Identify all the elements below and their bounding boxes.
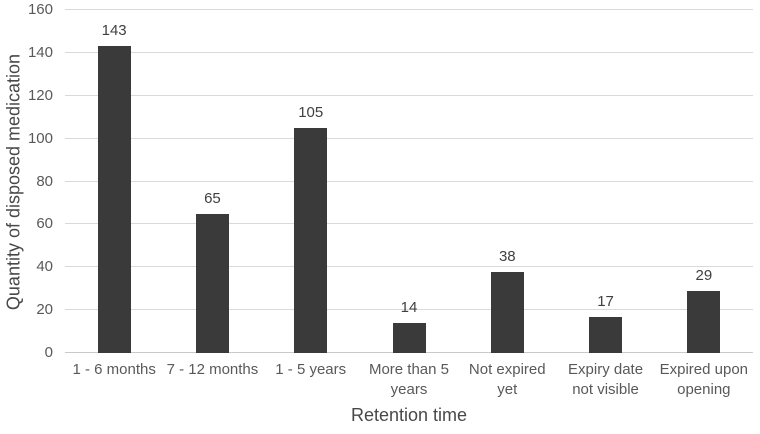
x-category-label: Not expired yet [468,361,546,398]
y-tick-label: 140 [27,43,53,61]
y-tick-label: 40 [36,258,53,276]
bar [97,46,131,353]
plot-area: 143 65 105 14 38 17 29 [65,9,753,353]
x-axis-title: Retention time [350,405,468,425]
bar-value-label: 14 [400,299,418,316]
bar-value-label: 17 [597,292,614,310]
bar [687,290,721,353]
bar [294,127,328,353]
x-category-label: 7 - 12 months [166,361,259,378]
bar-value-label: 143 [101,22,127,40]
y-tick-label: 160 [27,1,53,18]
gridline [65,266,753,268]
gridline [65,309,753,311]
gridline [65,180,753,182]
x-category-label: Expired upon opening [659,361,749,398]
y-tick-label: 120 [27,86,53,104]
y-tick-label: 20 [36,301,53,319]
gridline [65,94,753,96]
bar-value-label: 105 [298,103,324,121]
y-tick-label: 100 [27,129,53,147]
bar [490,271,524,353]
bar-value-label: 29 [695,266,713,284]
y-axis-tick-labels: 0 20 40 60 80 100 120 140 160 [0,0,53,434]
x-category-label: Expiry date not visible [568,361,644,398]
y-tick-label: 80 [36,172,53,190]
gridline [65,223,753,225]
x-category-label: 1 - 5 years [275,361,347,378]
x-category-label: 1 - 6 months [72,361,156,378]
bar [195,213,229,353]
y-tick-label: 60 [36,215,53,233]
bar-value-label: 65 [204,189,221,207]
x-axis-category-labels: 1 - 6 months 7 - 12 months 1 - 5 years More… [65,360,753,400]
x-category-label: More than 5 years [368,361,449,398]
bar-value-label: 38 [498,247,516,265]
bar [392,323,426,353]
y-tick-label: 0 [44,344,53,361]
gridline [65,9,753,10]
gridline [65,51,753,53]
bar [589,316,623,353]
gridline [65,137,753,139]
